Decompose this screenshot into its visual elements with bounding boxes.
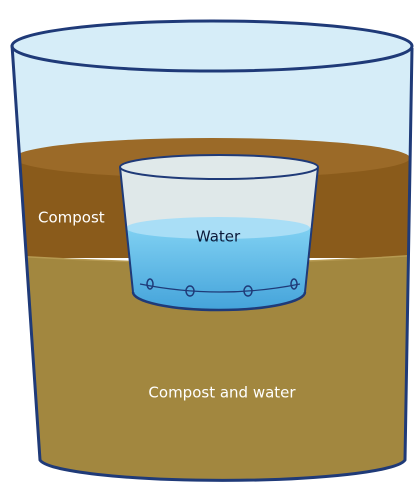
bucket-rim — [10, 19, 414, 73]
inner-cup — [119, 154, 319, 312]
cup-bottom — [131, 291, 307, 312]
cup-rim — [119, 154, 319, 180]
cup-sides — [119, 166, 319, 293]
mixture-label: Compost and water — [148, 384, 296, 402]
hole — [243, 285, 253, 297]
hole — [185, 285, 195, 297]
hole-line — [139, 283, 301, 293]
water-label: Water — [196, 228, 241, 246]
water-body — [120, 228, 318, 310]
water-surface — [126, 217, 310, 239]
hole — [290, 278, 298, 290]
mixture-layer — [12, 255, 413, 481]
hole — [146, 278, 154, 290]
bucket-outline — [10, 44, 414, 482]
compost-label: Compost — [38, 209, 105, 227]
